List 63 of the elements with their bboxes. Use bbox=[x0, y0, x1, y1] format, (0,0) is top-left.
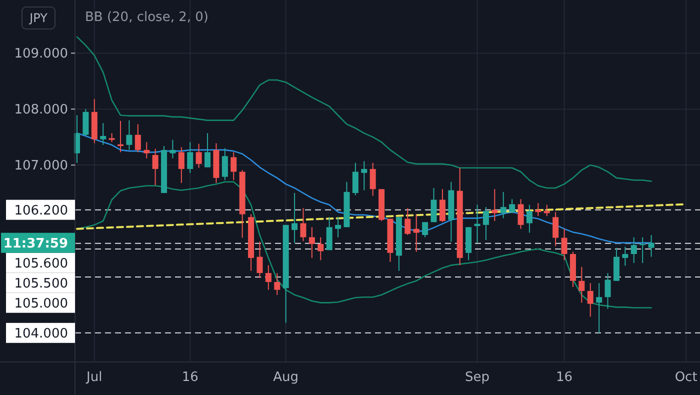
candlestick bbox=[361, 160, 368, 191]
candlestick bbox=[187, 142, 194, 174]
candlestick bbox=[648, 234, 654, 258]
y-tick-label: 108.000 bbox=[14, 102, 68, 118]
candlestick bbox=[561, 228, 568, 261]
candlestick bbox=[274, 272, 280, 296]
candlestick bbox=[552, 212, 559, 247]
text: JPY bbox=[28, 11, 48, 26]
candlestick bbox=[518, 198, 524, 230]
ref-line-label: 105.500 bbox=[14, 276, 68, 292]
line-series bbox=[76, 36, 652, 189]
x-tick-label: 16 bbox=[556, 370, 573, 385]
candlestick bbox=[509, 198, 516, 214]
candlestick bbox=[196, 143, 202, 168]
candlestick bbox=[134, 124, 141, 153]
candlestick bbox=[370, 162, 376, 196]
candlestick bbox=[352, 162, 358, 196]
candlestick bbox=[422, 222, 428, 238]
candlestick bbox=[308, 226, 315, 258]
x-tick-label: Jul bbox=[86, 370, 102, 385]
ref-line-label: 106.200 bbox=[14, 203, 68, 218]
candlestick bbox=[292, 192, 298, 244]
ref-line-label: 105.000 bbox=[14, 296, 68, 312]
candlestick bbox=[596, 282, 602, 334]
x-tick-label: 16 bbox=[182, 370, 198, 385]
candlestick bbox=[526, 204, 532, 234]
candlestick bbox=[335, 216, 342, 238]
candlestick bbox=[204, 132, 211, 168]
candlestick bbox=[230, 152, 237, 181]
annotation: BB (20, close, 2, 0) bbox=[85, 10, 208, 25]
candlestick bbox=[630, 236, 637, 264]
candlestick bbox=[622, 246, 628, 266]
ref-line-label: 105.600 bbox=[14, 256, 68, 272]
ref-line-label: 104.000 bbox=[14, 326, 68, 342]
candlestick bbox=[578, 266, 585, 304]
candlestick bbox=[404, 208, 411, 236]
candlestick bbox=[318, 236, 324, 261]
candlestick bbox=[430, 187, 437, 223]
candlestick bbox=[604, 272, 611, 310]
candlestick bbox=[118, 120, 124, 153]
candlestick bbox=[300, 208, 306, 242]
candlestick bbox=[326, 216, 332, 251]
candlestick bbox=[265, 264, 272, 290]
candlestick bbox=[100, 122, 106, 146]
candlestick bbox=[126, 120, 132, 150]
candlestick bbox=[222, 148, 228, 181]
candlestick bbox=[178, 146, 184, 184]
candlestick bbox=[587, 282, 594, 318]
y-tick-label: 109.000 bbox=[14, 46, 68, 62]
candlestick bbox=[439, 188, 446, 223]
candlestick bbox=[152, 148, 158, 186]
x-tick-label: Aug bbox=[273, 370, 299, 385]
y-tick-label: 107.000 bbox=[14, 158, 68, 174]
candlestick bbox=[82, 108, 89, 136]
candlestick bbox=[170, 139, 176, 159]
candlestick bbox=[500, 191, 506, 219]
candlestick bbox=[144, 142, 150, 159]
x-tick-label: Oct bbox=[674, 370, 698, 385]
candlestick bbox=[256, 241, 263, 279]
candlestick bbox=[482, 206, 489, 241]
candlestick bbox=[413, 214, 420, 252]
text: 11:37:59 bbox=[3, 236, 68, 252]
x-tick-label: Sep bbox=[464, 370, 490, 385]
